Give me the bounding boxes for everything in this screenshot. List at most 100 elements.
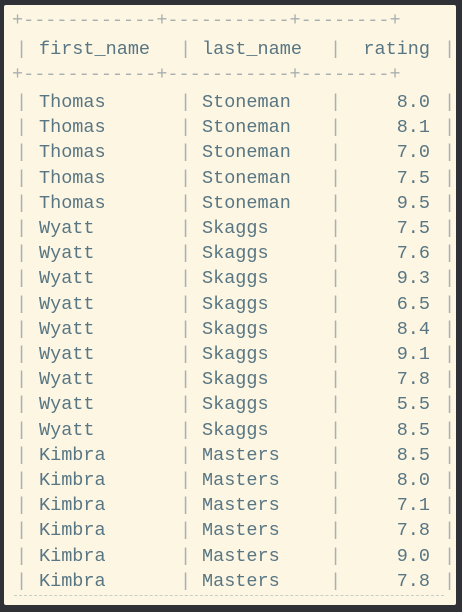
column-separator: | bbox=[180, 117, 192, 139]
column-separator: | bbox=[180, 142, 192, 164]
column-separator: | bbox=[16, 318, 28, 340]
table-row: | Wyatt | Skaggs | 9.1 | bbox=[4, 342, 456, 367]
column-separator: | bbox=[180, 268, 192, 290]
column-header-last-name: last_name bbox=[202, 39, 302, 60]
column-separator: | bbox=[16, 520, 28, 542]
cell-first-name: Thomas bbox=[39, 117, 106, 139]
column-separator: | bbox=[16, 39, 28, 60]
column-separator: | bbox=[444, 218, 456, 239]
cell-rating: 8.1 bbox=[396, 117, 430, 139]
cell-first-name: Kimbra bbox=[39, 470, 106, 491]
column-separator: | bbox=[444, 444, 456, 466]
column-separator: | bbox=[16, 167, 28, 189]
table-row: | Kimbra | Masters | 7.8 | bbox=[4, 569, 456, 594]
column-separator: | bbox=[444, 167, 456, 189]
table-row: | Wyatt | Skaggs | 7.5 | bbox=[4, 216, 456, 241]
cell-rating: 7.0 bbox=[396, 142, 430, 164]
cell-rating: 5.5 bbox=[396, 394, 430, 416]
cell-first-name: Wyatt bbox=[39, 318, 95, 340]
column-separator: | bbox=[180, 570, 192, 592]
column-separator: | bbox=[444, 545, 456, 567]
table-row: | Kimbra | Masters | 9.0 | bbox=[4, 544, 456, 569]
cell-first-name: Thomas bbox=[39, 142, 106, 164]
cell-rating: 8.5 bbox=[396, 419, 430, 441]
column-separator: | bbox=[444, 268, 456, 290]
column-header-rating: rating bbox=[363, 39, 430, 60]
cell-last-name: Skaggs bbox=[202, 318, 269, 340]
column-separator: | bbox=[444, 520, 456, 542]
table-border-header: +------------+-----------+--------+ bbox=[12, 67, 401, 83]
column-separator: | bbox=[180, 39, 192, 60]
table-border-top: +------------+-----------+--------+ bbox=[12, 13, 401, 29]
column-separator: | bbox=[444, 318, 456, 340]
column-separator: | bbox=[330, 167, 342, 189]
column-separator: | bbox=[180, 344, 192, 365]
column-separator: | bbox=[444, 142, 456, 164]
cell-first-name: Kimbra bbox=[39, 545, 106, 567]
column-separator: | bbox=[180, 520, 192, 542]
column-separator: | bbox=[180, 495, 192, 517]
table-row: | Wyatt | Skaggs | 9.3 | bbox=[4, 266, 456, 291]
column-separator: | bbox=[16, 243, 28, 265]
table-row: | Wyatt | Skaggs | 7.6 | bbox=[4, 241, 456, 266]
cell-first-name: Thomas bbox=[39, 192, 106, 214]
cell-rating: 8.4 bbox=[396, 318, 430, 340]
cell-first-name: Kimbra bbox=[39, 570, 106, 592]
cell-rating: 7.8 bbox=[396, 570, 430, 592]
column-separator: | bbox=[444, 117, 456, 139]
cell-rating: 6.5 bbox=[396, 293, 430, 315]
cell-first-name: Wyatt bbox=[39, 369, 95, 391]
query-result-panel: +------------+-----------+--------+ | fi… bbox=[4, 5, 456, 605]
table-row: | Wyatt | Skaggs | 8.4 | bbox=[4, 317, 456, 342]
cell-last-name: Masters bbox=[202, 545, 280, 567]
cell-first-name: Thomas bbox=[39, 167, 106, 189]
column-separator: | bbox=[180, 318, 192, 340]
column-separator: | bbox=[16, 218, 28, 239]
column-separator: | bbox=[444, 344, 456, 365]
column-separator: | bbox=[16, 117, 28, 139]
column-separator: | bbox=[16, 369, 28, 391]
cell-rating: 7.8 bbox=[396, 520, 430, 542]
column-separator: | bbox=[330, 142, 342, 164]
table-row: | Wyatt | Skaggs | 6.5 | bbox=[4, 292, 456, 317]
cell-last-name: Masters bbox=[202, 470, 280, 491]
cell-last-name: Skaggs bbox=[202, 243, 269, 265]
cell-last-name: Stoneman bbox=[202, 117, 291, 139]
cell-rating: 9.0 bbox=[396, 545, 430, 567]
cell-last-name: Masters bbox=[202, 520, 280, 542]
cell-first-name: Wyatt bbox=[39, 419, 95, 441]
cell-first-name: Wyatt bbox=[39, 218, 95, 239]
column-separator: | bbox=[330, 117, 342, 139]
table-row: | Kimbra | Masters | 7.1 | bbox=[4, 493, 456, 518]
column-separator: | bbox=[330, 570, 342, 592]
column-separator: | bbox=[444, 495, 456, 517]
cell-rating: 9.5 bbox=[396, 192, 430, 214]
column-separator: | bbox=[330, 39, 342, 60]
column-separator: | bbox=[330, 192, 342, 214]
column-separator: | bbox=[180, 92, 192, 113]
cell-first-name: Kimbra bbox=[39, 520, 106, 542]
column-separator: | bbox=[180, 545, 192, 567]
cell-last-name: Skaggs bbox=[202, 268, 269, 290]
column-separator: | bbox=[444, 369, 456, 391]
column-separator: | bbox=[330, 545, 342, 567]
cell-rating: 7.1 bbox=[396, 495, 430, 517]
table-row: | Thomas | Stoneman | 9.5 | bbox=[4, 191, 456, 216]
cell-rating: 7.6 bbox=[396, 243, 430, 265]
cell-first-name: Wyatt bbox=[39, 243, 95, 265]
column-separator: | bbox=[330, 92, 342, 113]
table-row: | Thomas | Stoneman | 8.1 | bbox=[4, 115, 456, 140]
column-separator: | bbox=[180, 419, 192, 441]
column-separator: | bbox=[444, 192, 456, 214]
cell-rating: 7.8 bbox=[396, 369, 430, 391]
column-separator: | bbox=[16, 92, 28, 113]
column-separator: | bbox=[16, 192, 28, 214]
column-separator: | bbox=[330, 344, 342, 365]
column-separator: | bbox=[180, 444, 192, 466]
column-separator: | bbox=[330, 218, 342, 239]
column-separator: | bbox=[444, 394, 456, 416]
column-separator: | bbox=[444, 470, 456, 491]
cell-last-name: Stoneman bbox=[202, 192, 291, 214]
column-separator: | bbox=[444, 293, 456, 315]
